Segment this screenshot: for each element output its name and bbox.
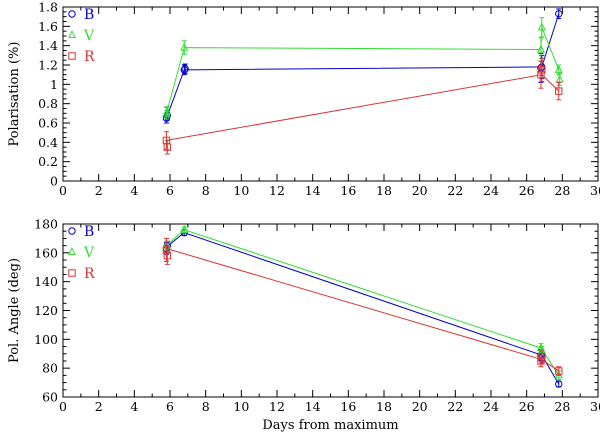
series-line-B	[165, 13, 560, 119]
x-tick-label: 10	[233, 183, 249, 198]
data-point	[538, 66, 546, 74]
legend-marker	[68, 227, 76, 235]
series-B	[162, 228, 563, 388]
series-V	[162, 224, 563, 381]
y-tick-label: 1.2	[38, 58, 58, 73]
data-point	[537, 22, 546, 31]
data-point	[555, 10, 563, 18]
x-tick-label: 2	[95, 183, 103, 198]
x-tick-label: 0	[59, 183, 67, 198]
x-tick-label: 12	[269, 183, 285, 198]
x-tick-label: 6	[166, 183, 174, 198]
legend-marker	[68, 10, 76, 18]
legend-label: V	[83, 245, 95, 261]
x-tick-label: 2	[95, 399, 103, 414]
legend-label: B	[84, 224, 94, 240]
y-tick-label: 0.4	[38, 135, 58, 150]
x-tick-label: 10	[233, 399, 249, 414]
legend-label: B	[84, 7, 94, 23]
legend-marker	[68, 269, 76, 277]
data-point	[536, 44, 545, 53]
y-tick-label: 160	[34, 245, 58, 260]
y-tick-label: 100	[34, 332, 58, 347]
y-tick-label: 1.6	[38, 19, 58, 34]
y-tick-label: 0.8	[38, 96, 58, 111]
y-tick-label: 180	[34, 217, 58, 232]
y-tick-label: 80	[42, 361, 58, 376]
y-tick-label: 120	[34, 303, 58, 318]
series-line-R	[166, 74, 560, 141]
legend-marker	[67, 247, 77, 256]
x-tick-label: 16	[340, 399, 356, 414]
data-point	[538, 352, 546, 361]
data-point	[537, 70, 545, 79]
data-point	[163, 106, 172, 115]
data-point	[554, 64, 563, 73]
y-tick-label: 0.6	[38, 116, 58, 131]
y-tick-label: 0	[50, 174, 58, 189]
data-point	[537, 357, 545, 365]
data-point	[180, 224, 189, 233]
x-tick-label: 28	[554, 183, 570, 198]
x-tick-label: 20	[412, 183, 428, 198]
x-tick-label: 26	[519, 399, 535, 414]
x-tick-label: 22	[447, 183, 463, 198]
plot-frame	[62, 6, 599, 182]
x-tick-label: 14	[305, 399, 321, 414]
data-point	[555, 380, 563, 388]
series-R	[162, 237, 563, 376]
series-line-B	[166, 232, 560, 385]
x-tick-label: 14	[305, 183, 321, 198]
legend-marker	[67, 30, 77, 39]
series-line-V	[166, 229, 560, 376]
data-point	[163, 252, 172, 260]
chart-panel-1: 02468101214161820222426283000.20.40.60.8…	[7, 0, 600, 198]
x-tick-label: 6	[166, 399, 174, 414]
x-tick-label: 28	[554, 399, 570, 414]
x-tick-label: 18	[376, 183, 392, 198]
chart-panel-2: 0246810121416182022242628306080100120140…	[7, 217, 600, 434]
legend-label: V	[83, 28, 95, 44]
x-tick-label: 30	[590, 183, 600, 198]
legend-label: R	[84, 49, 95, 65]
legend-marker	[68, 52, 76, 60]
y-tick-label: 60	[42, 390, 58, 405]
x-tick-label: 20	[412, 399, 428, 414]
x-tick-label: 8	[202, 183, 210, 198]
x-tick-label: 12	[269, 399, 285, 414]
plot-frame	[62, 223, 599, 398]
data-point	[554, 370, 563, 379]
y-tick-label: 1.8	[38, 0, 58, 15]
x-tick-label: 22	[447, 399, 463, 414]
y-tick-label: 1	[50, 77, 58, 92]
x-tick-label: 16	[340, 183, 356, 198]
y-tick-label: 140	[34, 274, 58, 289]
y-axis-label: Polarisation (%)	[7, 42, 22, 147]
data-point	[180, 66, 188, 74]
x-tick-label: 4	[130, 183, 138, 198]
x-tick-label: 0	[59, 399, 67, 414]
series-R	[162, 57, 563, 155]
data-point	[163, 143, 172, 151]
series-line-R	[166, 248, 560, 372]
x-tick-label: 30	[590, 399, 600, 414]
data-point	[555, 87, 563, 95]
x-tick-label: 8	[202, 399, 210, 414]
x-tick-label: 4	[130, 399, 138, 414]
data-point	[555, 367, 563, 375]
x-tick-label: 26	[519, 183, 535, 198]
legend-label: R	[84, 266, 95, 282]
y-tick-label: 1.4	[38, 38, 58, 53]
series-line-V	[165, 27, 560, 114]
y-tick-label: 0.2	[38, 154, 58, 169]
y-axis-label: Pol. Angle (deg)	[7, 258, 22, 363]
x-axis-label: Days from maximum	[262, 418, 398, 433]
x-tick-label: 24	[483, 399, 499, 414]
x-tick-label: 24	[483, 183, 499, 198]
x-tick-label: 18	[376, 399, 392, 414]
series-V	[162, 17, 564, 120]
data-point	[181, 65, 189, 73]
data-point	[180, 42, 189, 51]
